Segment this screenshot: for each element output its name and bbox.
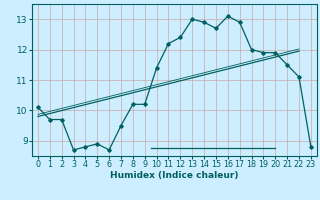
- X-axis label: Humidex (Indice chaleur): Humidex (Indice chaleur): [110, 171, 239, 180]
